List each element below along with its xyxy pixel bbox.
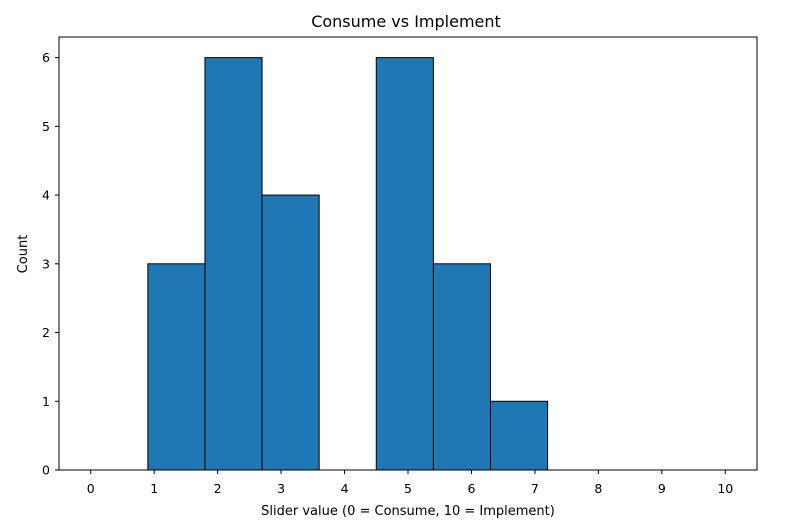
y-tick-label: 3 — [42, 256, 50, 271]
x-tick-label: 2 — [214, 481, 222, 496]
y-tick-label: 5 — [42, 119, 50, 134]
y-axis-label: Count — [16, 235, 31, 274]
histogram-bar — [204, 57, 263, 471]
y-tick-label: 4 — [42, 188, 50, 203]
histogram-bar — [261, 194, 320, 471]
x-tick-label: 6 — [467, 481, 475, 496]
x-tick-label: 1 — [150, 481, 158, 496]
histogram-bar — [147, 263, 206, 471]
x-tick-label: 0 — [87, 481, 95, 496]
histogram-bar — [432, 263, 491, 471]
x-tick-label: 7 — [531, 481, 539, 496]
histogram-bar — [375, 57, 434, 471]
x-axis-ticks: 0 1 2 3 4 5 6 7 8 9 10 — [87, 470, 733, 496]
y-tick-label: 0 — [42, 463, 50, 478]
y-tick-label: 1 — [42, 394, 50, 409]
x-tick-label: 4 — [341, 481, 349, 496]
x-tick-label: 9 — [658, 481, 666, 496]
x-tick-label: 5 — [404, 481, 412, 496]
x-tick-label: 3 — [277, 481, 285, 496]
x-tick-label: 10 — [717, 481, 733, 496]
y-tick-label: 6 — [42, 50, 50, 65]
y-tick-label: 2 — [42, 325, 50, 340]
chart-title: Consume vs Implement — [311, 12, 501, 31]
plot-frame — [58, 36, 758, 471]
x-axis-label: Slider value (0 = Consume, 10 = Implemen… — [261, 504, 555, 519]
bars-layer — [147, 57, 549, 471]
x-tick-label: 8 — [594, 481, 602, 496]
histogram-bar — [489, 400, 549, 471]
y-axis-ticks: 0 1 2 3 4 5 6 — [42, 50, 59, 478]
